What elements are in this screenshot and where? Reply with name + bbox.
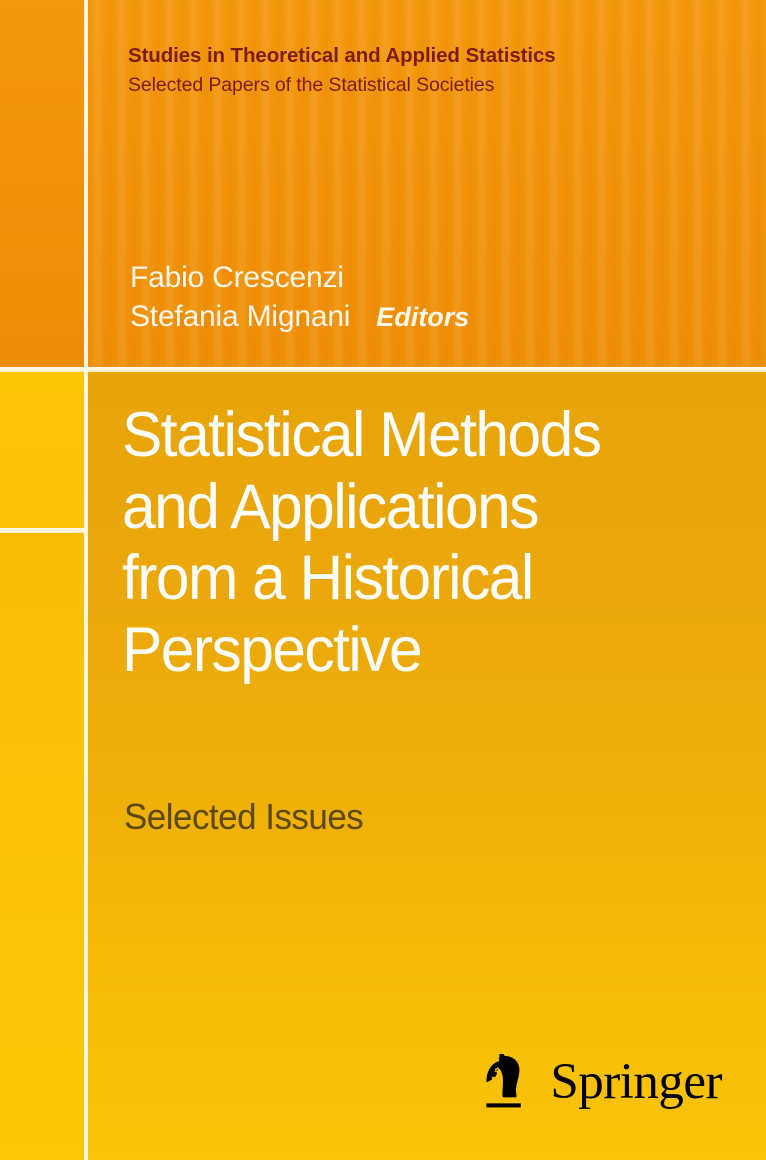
editor-name-2: Stefania Mignani Editors [130,297,730,336]
ribbed-texture-overlay [0,0,766,367]
spine-block-bottom [0,533,84,1160]
book-title: Statistical Methods and Applications fro… [122,400,762,686]
editors-role-label: Editors [376,302,470,332]
top-orange-band [0,0,766,367]
editors-block: Fabio Crescenzi Stefania Mignani Editors [130,258,730,336]
title-line-2: and Applications [122,471,539,542]
series-heading: Studies in Theoretical and Applied Stati… [128,44,728,97]
vertical-divider-rule [84,0,88,1160]
publisher-logo: Springer [478,1054,722,1116]
horizontal-divider-rule [0,367,766,372]
editor-name-1-text: Fabio Crescenzi [130,261,344,294]
main-amber-body [0,372,766,1160]
springer-knight-icon [486,1054,522,1108]
spine-column [0,0,84,1160]
editor-name-1: Fabio Crescenzi [130,258,730,297]
title-line-3: from a Historical [122,543,534,613]
series-subtitle: Selected Papers of the Statistical Socie… [128,74,495,97]
spine-block-top [0,0,84,367]
editor-name-2-text: Stefania Mignani [130,300,351,333]
spine-block-middle [0,372,84,528]
title-line-4: Perspective [122,614,423,685]
series-name: Studies in Theoretical and Applied Stati… [128,44,556,67]
title-line-1: Statistical Methods [122,400,602,470]
spine-divider-rule [0,528,84,533]
book-subtitle: Selected Issues [124,796,364,837]
springer-wordmark: Springer [550,1053,722,1110]
